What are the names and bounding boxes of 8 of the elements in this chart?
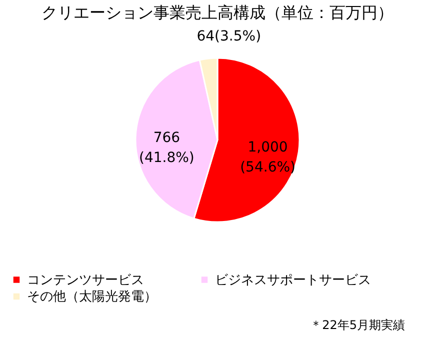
chart-title: クリエーション事業売上高構成（単位：百万円） — [42, 3, 394, 22]
data-label: 1,000 (54.6%) — [240, 139, 296, 176]
data-label: 64(3.5%) — [196, 28, 262, 45]
text: ＊22年5月期実績 — [310, 318, 405, 332]
data-label: 766 (41.8%) — [138, 130, 194, 166]
legend-label: ビジネスサポートサービス — [215, 272, 371, 288]
legend-label: その他（太陽光発電） — [27, 290, 157, 304]
legend-label: コンテンツサービス — [27, 272, 144, 288]
